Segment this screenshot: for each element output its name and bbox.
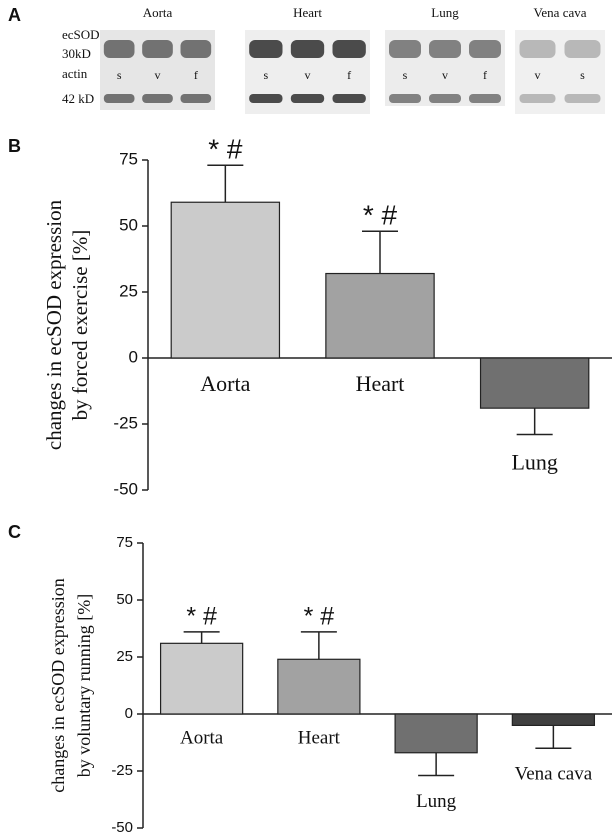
y-tick-label: -25 (111, 762, 133, 779)
band (519, 40, 556, 58)
row-label: 30kD (62, 46, 91, 61)
band (290, 40, 325, 58)
band (180, 94, 212, 103)
x-tick-label: Heart (298, 727, 341, 748)
band (389, 40, 421, 58)
y-axis-label: changes in ecSOD expression by voluntary … (48, 578, 94, 792)
lane-label: v (155, 68, 161, 82)
lane-label: f (347, 68, 351, 82)
band (249, 40, 283, 58)
annotation: * # (363, 200, 398, 231)
row-label: actin (62, 66, 88, 81)
y-tick-label: 75 (119, 149, 138, 168)
lane-label: s (580, 68, 585, 82)
lane-label: v (305, 68, 311, 82)
y-axis-label: changes in ecSOD expressionby forced exe… (42, 199, 92, 450)
annotation: * # (304, 603, 335, 631)
tissue-label: Vena cava (533, 5, 586, 20)
bar (479, 357, 590, 409)
y-tick-label: -50 (111, 819, 133, 836)
panel-label: C (8, 522, 21, 542)
panel-label: B (8, 136, 21, 156)
lane-label: s (403, 68, 408, 82)
annotation: * # (186, 603, 217, 631)
band (332, 40, 366, 58)
band (249, 94, 283, 103)
band (469, 94, 501, 103)
y-axis-label-line: by voluntary running [%] (74, 594, 94, 777)
band (564, 94, 601, 103)
bar (277, 658, 361, 715)
x-tick-label: Lung (511, 450, 557, 475)
band (180, 40, 212, 58)
panel-label: A (8, 5, 21, 25)
band (519, 94, 556, 103)
y-axis-label-line: changes in ecSOD expression (42, 199, 66, 450)
y-tick-label: 0 (125, 705, 133, 722)
bar (511, 713, 596, 726)
bar (325, 272, 435, 359)
bar (159, 642, 244, 715)
bar (170, 201, 281, 359)
band (142, 40, 173, 58)
lane-label: s (263, 68, 268, 82)
band (103, 40, 135, 58)
lane-label: v (442, 68, 448, 82)
y-tick-label: -50 (113, 479, 138, 498)
y-axis-label-line: changes in ecSOD expression (48, 578, 68, 792)
tissue-label: Heart (293, 5, 322, 20)
lane-label: s (117, 68, 122, 82)
x-tick-label: Aorta (200, 371, 250, 396)
band (142, 94, 173, 103)
y-axis-label-line: by forced exercise [%] (68, 230, 92, 421)
x-tick-label: Vena cava (515, 764, 593, 785)
y-tick-label: 0 (129, 347, 138, 366)
band (290, 94, 325, 103)
lane-label: f (483, 68, 487, 82)
lane-label: v (535, 68, 541, 82)
x-tick-label: Aorta (180, 727, 224, 748)
band (389, 94, 421, 103)
y-tick-label: 50 (116, 591, 133, 608)
row-label: 42 kD (62, 91, 94, 106)
tissue-label: Lung (431, 5, 459, 20)
lane-label: f (194, 68, 198, 82)
bar (394, 713, 478, 754)
y-tick-label: 25 (116, 648, 133, 665)
band (103, 94, 135, 103)
y-tick-label: -25 (113, 413, 138, 432)
band (332, 94, 366, 103)
x-tick-label: Heart (356, 371, 405, 396)
band (429, 40, 461, 58)
band (564, 40, 601, 58)
y-tick-label: 75 (116, 534, 133, 551)
annotation: * # (208, 134, 243, 165)
y-tick-label: 50 (119, 215, 138, 234)
band (469, 40, 501, 58)
band (429, 94, 461, 103)
y-tick-label: 25 (119, 281, 138, 300)
tissue-label: Aorta (143, 5, 173, 20)
row-label: ecSOD (62, 27, 100, 42)
x-tick-label: Lung (416, 791, 457, 812)
